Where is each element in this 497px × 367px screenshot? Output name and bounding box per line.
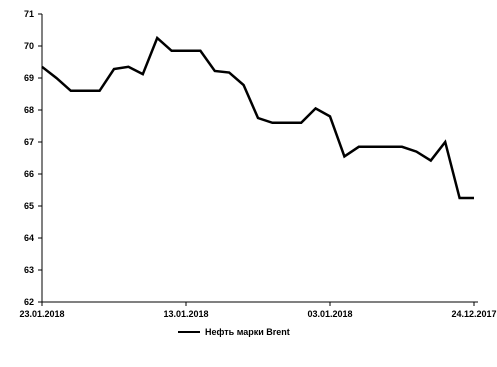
x-tick-label: 24.12.2017 (451, 309, 496, 319)
series-group (41, 35, 474, 200)
x-axis-ticks: 23.01.2018 13.01.2018 03.01.2018 24.12.2017 (19, 302, 497, 319)
series-line (41, 35, 474, 200)
y-tick-label: 67 (24, 137, 34, 147)
x-tick-label: 23.01.2018 (19, 309, 64, 319)
legend-label: Нефть марки Brent (205, 327, 290, 337)
y-tick-label: 62 (24, 297, 34, 307)
x-tick-label: 03.01.2018 (307, 309, 352, 319)
y-tick-label: 68 (24, 105, 34, 115)
y-tick-label: 66 (24, 169, 34, 179)
y-tick-label: 71 (24, 9, 34, 19)
y-tick-label: 69 (24, 73, 34, 83)
y-tick-label: 64 (24, 233, 34, 243)
y-tick-label: 63 (24, 265, 34, 275)
x-tick-label: 13.01.2018 (163, 309, 208, 319)
axes (41, 14, 478, 303)
legend-swatch (178, 331, 200, 333)
y-tick-label: 65 (24, 201, 34, 211)
y-axis-ticks: 62 63 64 65 66 67 68 69 70 71 (24, 9, 42, 307)
legend: Нефть марки Brent (178, 327, 290, 337)
y-tick-label: 70 (24, 41, 34, 51)
